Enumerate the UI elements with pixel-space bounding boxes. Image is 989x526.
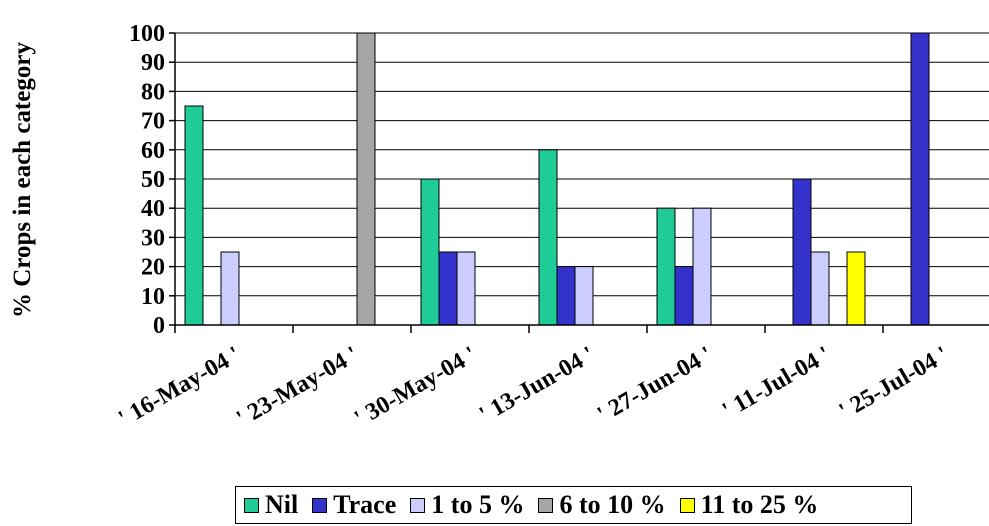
y-tick-label: 0 <box>153 313 165 339</box>
legend-label: Nil <box>265 490 299 519</box>
bar-nil-3 <box>538 149 558 326</box>
y-tick-label: 10 <box>141 284 165 310</box>
bar-6-to-10--1 <box>356 32 376 326</box>
bar-1-to-5--2 <box>456 251 476 326</box>
x-tick-label: ' 27-Jun-04 ' <box>593 342 717 429</box>
y-tick-label: 60 <box>141 138 165 164</box>
y-tick-label: 90 <box>141 50 165 76</box>
x-tick-label: ' 13-Jun-04 ' <box>475 342 599 429</box>
bar-1-to-5--3 <box>574 266 594 326</box>
bar-1-to-5--5 <box>810 251 830 326</box>
y-axis-label: % Crops in each category <box>9 42 36 318</box>
bar-1-to-5--4 <box>692 207 712 326</box>
bar-nil-0 <box>184 105 204 326</box>
bar-1-to-5--0 <box>220 251 240 326</box>
x-tick-labels: ' 16-May-04 '' 23-May-04 '' 30-May-04 ''… <box>114 342 953 433</box>
legend-swatch <box>679 497 695 513</box>
x-tick-label: ' 16-May-04 ' <box>114 342 245 433</box>
bar-trace-5 <box>792 178 812 326</box>
bar-nil-2 <box>420 178 440 326</box>
y-tick-label: 70 <box>141 109 165 135</box>
bar-11-to-25--5 <box>846 251 866 326</box>
x-tick-label: ' 25-Jul-04 ' <box>835 342 953 425</box>
legend-item: Trace <box>312 490 396 520</box>
legend-label: 1 to 5 % <box>431 490 525 519</box>
y-tick-labels: 0 10 20 30 40 50 60 70 80 90 100 <box>129 21 175 339</box>
bar-trace-3 <box>556 266 576 326</box>
legend-swatch <box>410 497 426 513</box>
legend-label: 6 to 10 % <box>559 490 666 519</box>
legend-swatch <box>244 497 259 513</box>
y-tick-label: 30 <box>141 225 165 251</box>
legend-label: Trace <box>333 490 397 519</box>
x-tick-label: ' 11-Jul-04 ' <box>718 342 835 425</box>
y-tick-label: 40 <box>141 196 165 222</box>
bar-nil-4 <box>656 207 676 326</box>
legend: Nil Trace 1 to 5 % 6 to 10 % 11 to 25 % <box>235 486 912 524</box>
y-tick-label: 80 <box>141 79 165 105</box>
grid-lines <box>175 32 989 297</box>
bar-trace-4 <box>674 266 694 326</box>
legend-item: 11 to 25 % <box>679 490 819 520</box>
y-tick-label: 50 <box>141 167 165 193</box>
legend-item: 1 to 5 % <box>410 490 524 520</box>
legend-item: Nil <box>244 490 298 520</box>
legend-swatch <box>538 497 554 513</box>
bar-trace-6 <box>910 32 930 326</box>
legend-swatch <box>312 497 328 513</box>
bar-trace-2 <box>438 251 458 326</box>
legend-label: 11 to 25 % <box>700 490 819 519</box>
x-tick-label: ' 23-May-04 ' <box>232 342 363 433</box>
y-tick-label: 20 <box>141 255 165 281</box>
y-tick-label: 100 <box>129 21 165 47</box>
bars <box>184 32 930 326</box>
x-tick-label: ' 30-May-04 ' <box>350 342 481 433</box>
legend-item: 6 to 10 % <box>538 490 666 520</box>
